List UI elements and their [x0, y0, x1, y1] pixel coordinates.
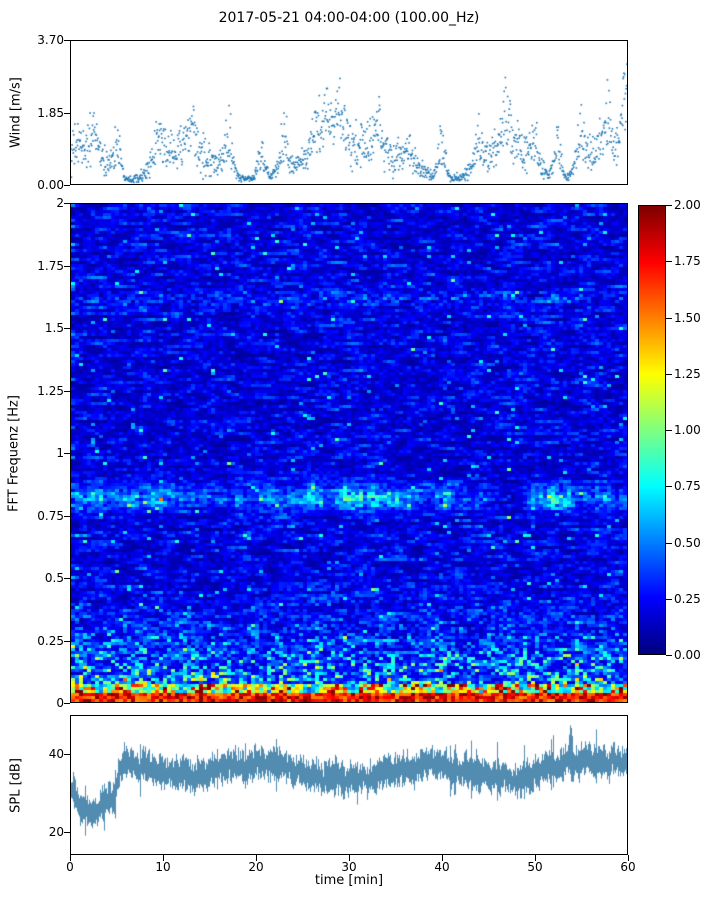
tick-label: 0: [56, 696, 64, 710]
tick-mark: [64, 328, 70, 329]
tick-label: 1.25: [37, 383, 64, 398]
tick-label: 0.00: [674, 648, 701, 662]
tick-mark: [535, 855, 536, 861]
tick-mark: [64, 453, 70, 454]
tick-label: 3.70: [37, 33, 64, 47]
spl-plot-area: [70, 715, 628, 855]
tick-label: 0.5: [44, 571, 64, 585]
tick-label: 1.50: [674, 310, 701, 325]
tick-mark: [64, 640, 70, 642]
tick-label: 1.5: [44, 321, 64, 335]
tick-mark: [256, 855, 257, 861]
tick-label: 40: [48, 746, 64, 761]
colorbar: [638, 205, 666, 655]
tick-label: 2: [56, 196, 64, 210]
x-axis-label: time [min]: [314, 873, 384, 888]
tick-label: 60: [620, 860, 636, 874]
tick-label: 0.25: [37, 633, 64, 648]
tick-label: 1.25: [674, 366, 701, 381]
tick-mark: [64, 703, 70, 704]
tick-mark: [666, 598, 672, 600]
tick-label: 1: [56, 446, 64, 460]
tick-mark: [666, 430, 672, 431]
tick-label: 1.85: [37, 105, 64, 120]
tick-mark: [70, 855, 71, 861]
tick-label: 50: [527, 860, 543, 874]
spectrogram-canvas: [71, 204, 627, 702]
tick-mark: [442, 855, 443, 861]
tick-label: 20: [248, 860, 264, 874]
tick-label: 1.75: [674, 254, 701, 269]
tick-label: 0.25: [674, 591, 701, 606]
tick-mark: [666, 542, 672, 544]
spl-y-axis-label: SPL [dB]: [8, 758, 24, 813]
tick-mark: [64, 831, 70, 833]
spl-line-canvas: [71, 716, 627, 854]
tick-label: 0.00: [37, 178, 64, 192]
tick-label: 0.50: [674, 535, 701, 550]
tick-label: 1.75: [37, 258, 64, 273]
tick-label: 0: [66, 860, 74, 874]
tick-mark: [64, 578, 70, 579]
tick-mark: [64, 265, 70, 267]
tick-mark: [666, 261, 672, 263]
tick-mark: [64, 203, 70, 204]
tick-mark: [64, 40, 70, 41]
tick-label: 30: [341, 860, 357, 874]
figure-title: 2017-05-21 04:00-04:00 (100.00_Hz): [218, 10, 480, 26]
tick-mark: [628, 855, 629, 861]
tick-label: 1.00: [674, 423, 701, 437]
tick-mark: [666, 317, 672, 319]
tick-mark: [163, 855, 164, 861]
wind-plot-area: [70, 40, 628, 185]
tick-label: 0.75: [37, 508, 64, 523]
tick-mark: [64, 753, 70, 755]
tick-label: 10: [155, 860, 171, 874]
tick-mark: [666, 655, 672, 656]
tick-mark: [666, 205, 672, 206]
tick-mark: [666, 486, 672, 488]
colorbar-canvas: [639, 206, 665, 654]
tick-label: 2.00: [674, 198, 701, 212]
tick-mark: [64, 515, 70, 517]
tick-label: 20: [48, 824, 64, 839]
tick-mark: [64, 112, 70, 114]
spectrogram-plot-area: [70, 203, 628, 703]
wind-scatter-canvas: [71, 41, 627, 184]
tick-mark: [666, 373, 672, 375]
tick-label: 0.75: [674, 479, 701, 494]
tick-mark: [349, 855, 350, 861]
tick-mark: [64, 390, 70, 392]
tick-label: 40: [434, 860, 450, 874]
tick-mark: [64, 185, 70, 186]
